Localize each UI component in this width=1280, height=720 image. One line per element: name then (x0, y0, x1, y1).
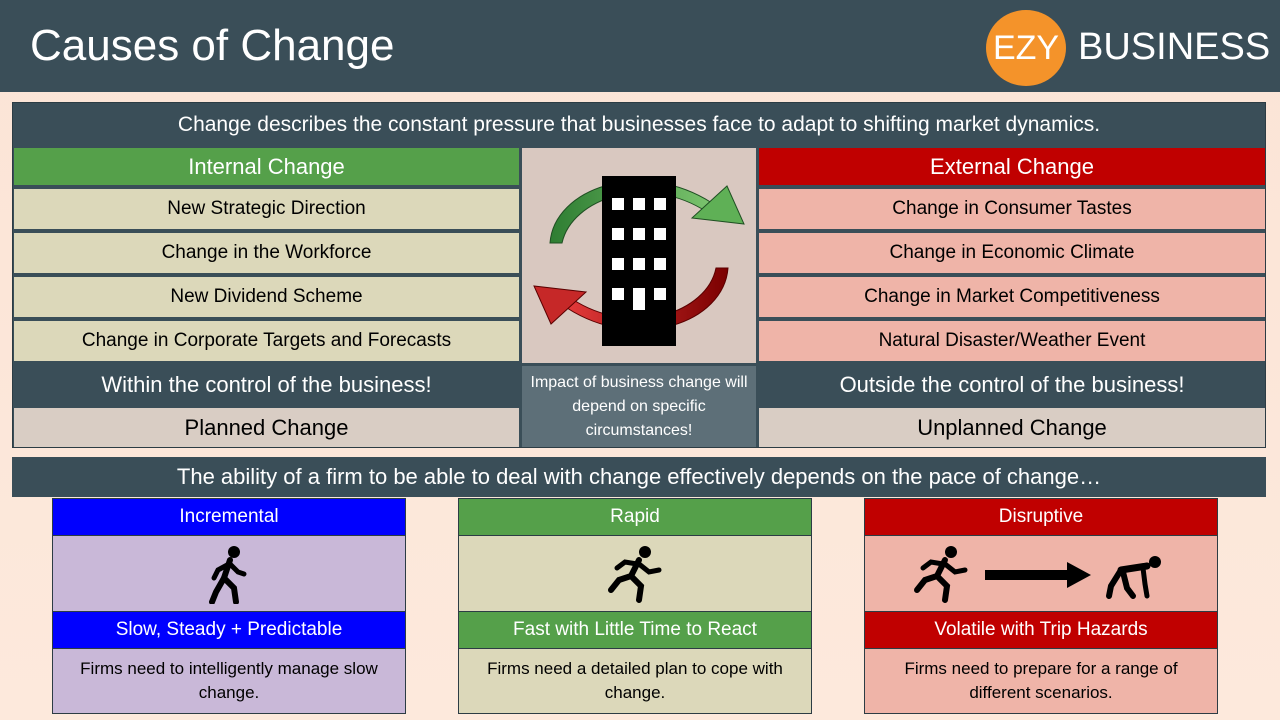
external-item: Change in Consumer Tastes (759, 189, 1265, 229)
rapid-subheading: Fast with Little Time to React (459, 612, 811, 649)
pace-column-rapid: Rapid Fast with Little Time to React Fir… (458, 498, 812, 714)
pace-column-incremental: Incremental Slow, Steady + Predictable F… (52, 498, 406, 714)
internal-item: Change in Corporate Targets and Forecast… (14, 321, 519, 361)
planned-change-label: Planned Change (14, 408, 519, 447)
internal-change-heading: Internal Change (14, 148, 519, 185)
pace-column-disruptive: Disruptive Volatile with Trip Hazards Fi… (864, 498, 1218, 714)
header-bar (0, 0, 1280, 92)
rapid-heading: Rapid (459, 499, 811, 536)
external-control-text: Outside the control of the business! (839, 372, 1185, 397)
external-item: Natural Disaster/Weather Event (759, 321, 1265, 361)
running-then-tripping-person-icon (914, 545, 1161, 603)
unplanned-change-label: Unplanned Change (759, 408, 1265, 447)
internal-control-text: Within the control of the business! (101, 372, 432, 397)
pace-intro-text: The ability of a firm to be able to deal… (12, 457, 1266, 497)
walking-person-icon (209, 545, 247, 604)
internal-item: New Strategic Direction (14, 189, 519, 229)
disruptive-subheading: Volatile with Trip Hazards (865, 612, 1217, 649)
page-title: Causes of Change (30, 21, 395, 70)
disruptive-heading: Disruptive (865, 499, 1217, 536)
disruptive-description: Firms need to prepare for a range of dif… (865, 649, 1217, 713)
external-item: Change in Economic Climate (759, 233, 1265, 273)
internal-item: Change in the Workforce (14, 233, 519, 273)
rapid-description: Firms need a detailed plan to cope with … (459, 649, 811, 713)
running-person-icon (608, 545, 662, 603)
internal-item: New Dividend Scheme (14, 277, 519, 317)
disruptive-icon-cell (865, 536, 1217, 612)
incremental-icon-cell (53, 536, 405, 612)
change-panel: Change describes the constant pressure t… (12, 102, 1266, 448)
incremental-subheading: Slow, Steady + Predictable (53, 612, 405, 649)
office-building-cycle-icon (533, 176, 745, 346)
logo-text: BUSINESS (1078, 26, 1271, 68)
rapid-icon-cell (459, 536, 811, 612)
logo-circle: EZY (986, 10, 1066, 86)
intro-text: Change describes the constant pressure t… (13, 103, 1265, 147)
center-illustration (522, 148, 756, 363)
external-change-heading: External Change (759, 148, 1265, 185)
impact-note: Impact of business change will depend on… (522, 366, 756, 447)
incremental-description: Firms need to intelligently manage slow … (53, 649, 405, 713)
incremental-heading: Incremental (53, 499, 405, 536)
external-item: Change in Market Competitiveness (759, 277, 1265, 317)
